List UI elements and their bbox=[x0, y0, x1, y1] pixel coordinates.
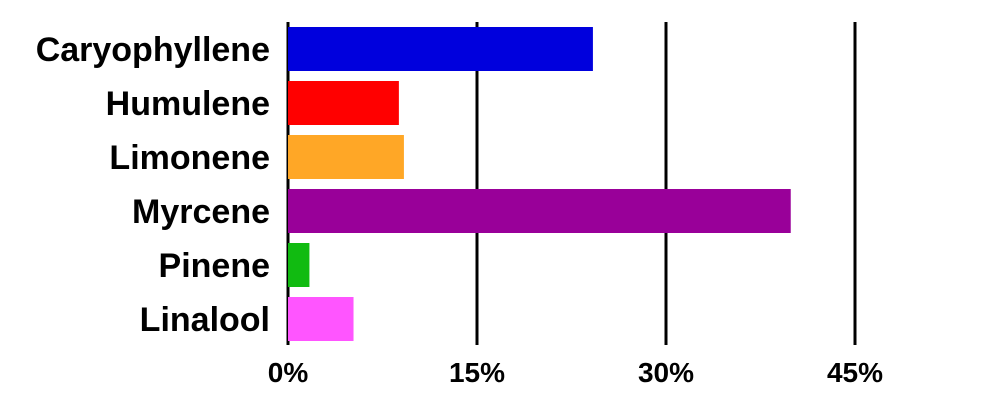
x-axis-tick-labels: 0% 15% 30% 45% bbox=[268, 357, 883, 388]
bars bbox=[288, 27, 791, 341]
tick-label-0: 0% bbox=[268, 357, 309, 388]
gridlines bbox=[286, 22, 857, 345]
category-labels: Caryophyllene Humulene Limonene Myrcene Pine… bbox=[36, 31, 270, 339]
tick-label-30: 30% bbox=[638, 357, 694, 388]
category-label-myrcene: Myrcene bbox=[132, 193, 270, 231]
category-label-pinene: Pinene bbox=[159, 247, 270, 285]
bar-pinene bbox=[288, 243, 310, 287]
category-label-humulene: Humulene bbox=[106, 85, 270, 123]
bar-limonene bbox=[288, 135, 404, 179]
bar-humulene bbox=[288, 81, 399, 125]
tick-label-45: 45% bbox=[827, 357, 883, 388]
bar-caryophyllene bbox=[288, 27, 593, 71]
category-label-caryophyllene: Caryophyllene bbox=[36, 31, 270, 69]
bar-linalool bbox=[288, 297, 354, 341]
category-label-limonene: Limonene bbox=[109, 139, 270, 177]
tick-label-15: 15% bbox=[449, 357, 505, 388]
category-label-linalool: Linalool bbox=[140, 301, 270, 339]
bar-myrcene bbox=[288, 189, 791, 233]
